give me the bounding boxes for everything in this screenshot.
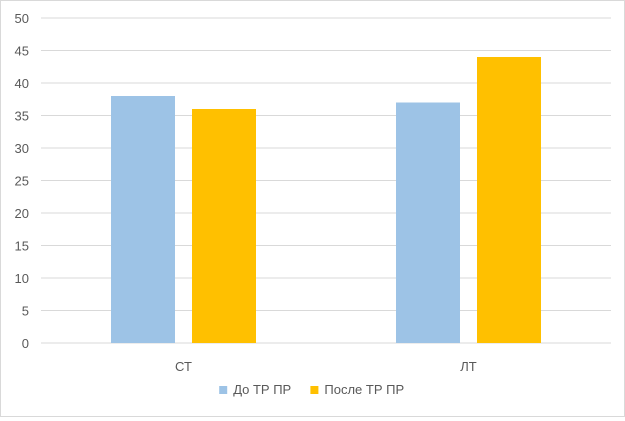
bar (111, 96, 175, 343)
y-tick-label: 30 (15, 141, 29, 156)
bars (111, 57, 541, 343)
y-tick-label: 20 (15, 206, 29, 221)
y-tick-label: 40 (15, 76, 29, 91)
legend-swatch (219, 386, 228, 394)
y-tick-label: 5 (22, 304, 29, 319)
y-axis-tick-labels: 0 5 10 15 20 25 30 35 40 45 50 (15, 11, 29, 351)
y-tick-label: 0 (22, 336, 29, 351)
legend-label: После ТР ПР (324, 382, 404, 397)
x-tick-label: ЛТ (460, 359, 477, 374)
y-tick-label: 50 (15, 11, 29, 26)
bar (192, 109, 256, 343)
x-tick-label: СТ (175, 359, 192, 374)
legend-label: До ТР ПР (233, 382, 291, 397)
y-tick-label: 25 (15, 174, 29, 189)
y-tick-label: 45 (15, 44, 29, 59)
bar (396, 102, 460, 343)
legend: До ТР ПР После ТР ПР (219, 382, 404, 397)
bar (477, 57, 541, 343)
x-axis-tick-labels: СТ ЛТ (175, 359, 477, 374)
legend-swatch (310, 386, 319, 394)
y-tick-label: 15 (15, 239, 29, 254)
y-tick-label: 35 (15, 109, 29, 124)
y-tick-label: 10 (15, 271, 29, 286)
